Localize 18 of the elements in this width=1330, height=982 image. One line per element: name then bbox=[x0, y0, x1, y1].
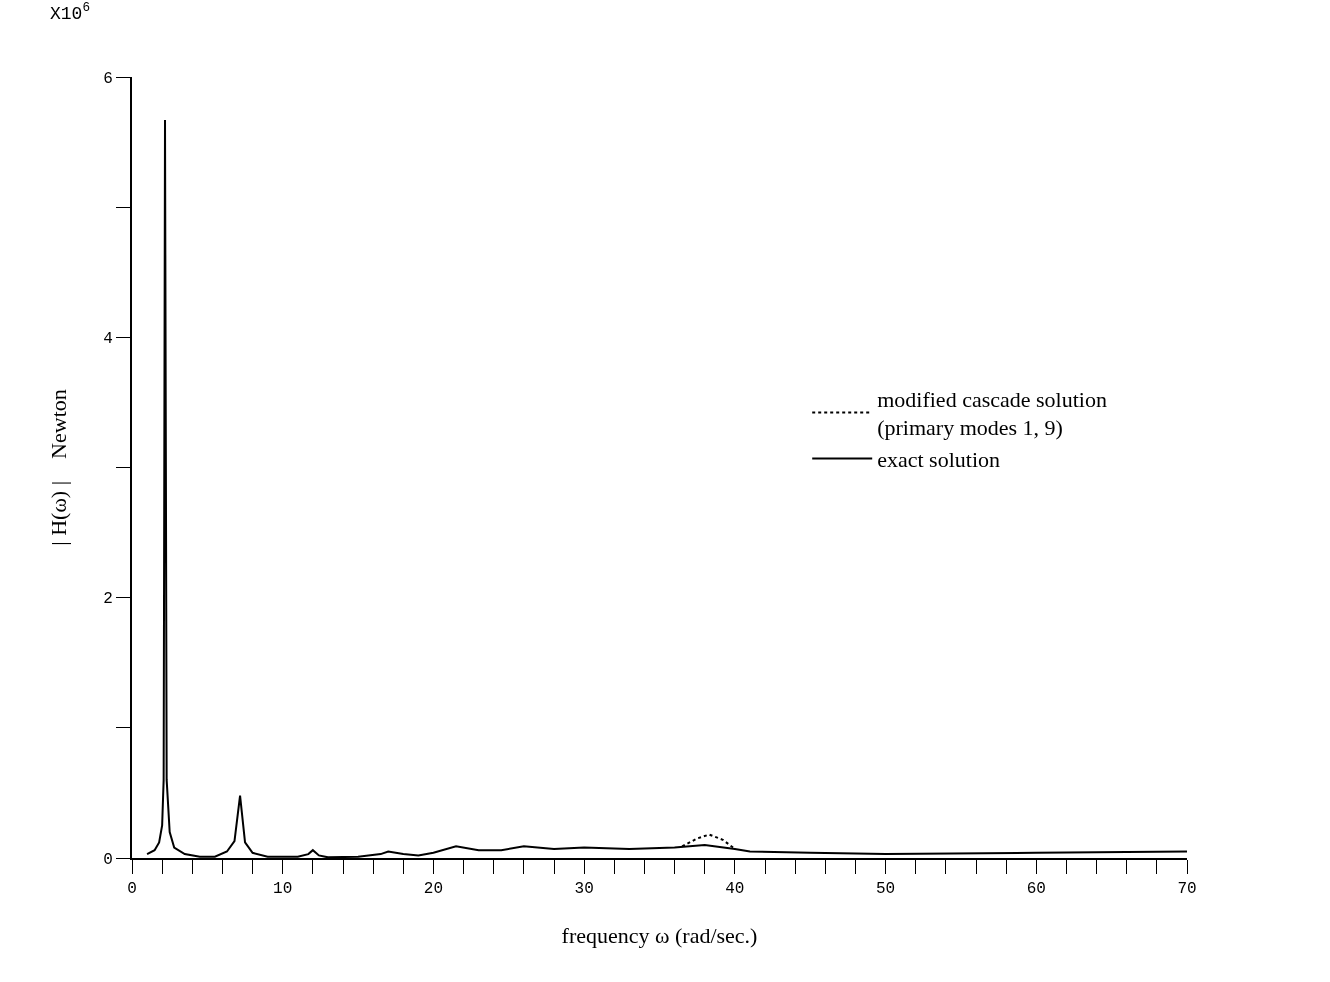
y-tick-label: 2 bbox=[103, 590, 113, 609]
legend-label: modified cascade solution (primary modes 1, 9) bbox=[877, 386, 1107, 441]
x-tick-label: 60 bbox=[1026, 880, 1046, 899]
x-tick-label: 40 bbox=[725, 880, 745, 899]
x-tick-label: 10 bbox=[273, 880, 293, 899]
legend-label: exact solution bbox=[877, 447, 1001, 473]
text: X10$^{6}$ bbox=[50, 1, 90, 24]
x-tick-label: 30 bbox=[574, 880, 594, 899]
x-tick-label: 20 bbox=[423, 880, 444, 899]
line-series bbox=[681, 833, 736, 850]
x-axis-title: frequency ω (rad/sec.) bbox=[561, 922, 758, 948]
y-tick-label: 0 bbox=[103, 850, 113, 869]
y-axis-title: | H(ω) | Newton bbox=[46, 389, 72, 546]
x-tick-label: 70 bbox=[1177, 880, 1197, 899]
x-tick-label: 50 bbox=[875, 880, 896, 899]
y-tick-label: 4 bbox=[103, 329, 113, 348]
y-tick-label: 6 bbox=[103, 69, 113, 88]
x-tick-label: 0 bbox=[127, 880, 137, 899]
